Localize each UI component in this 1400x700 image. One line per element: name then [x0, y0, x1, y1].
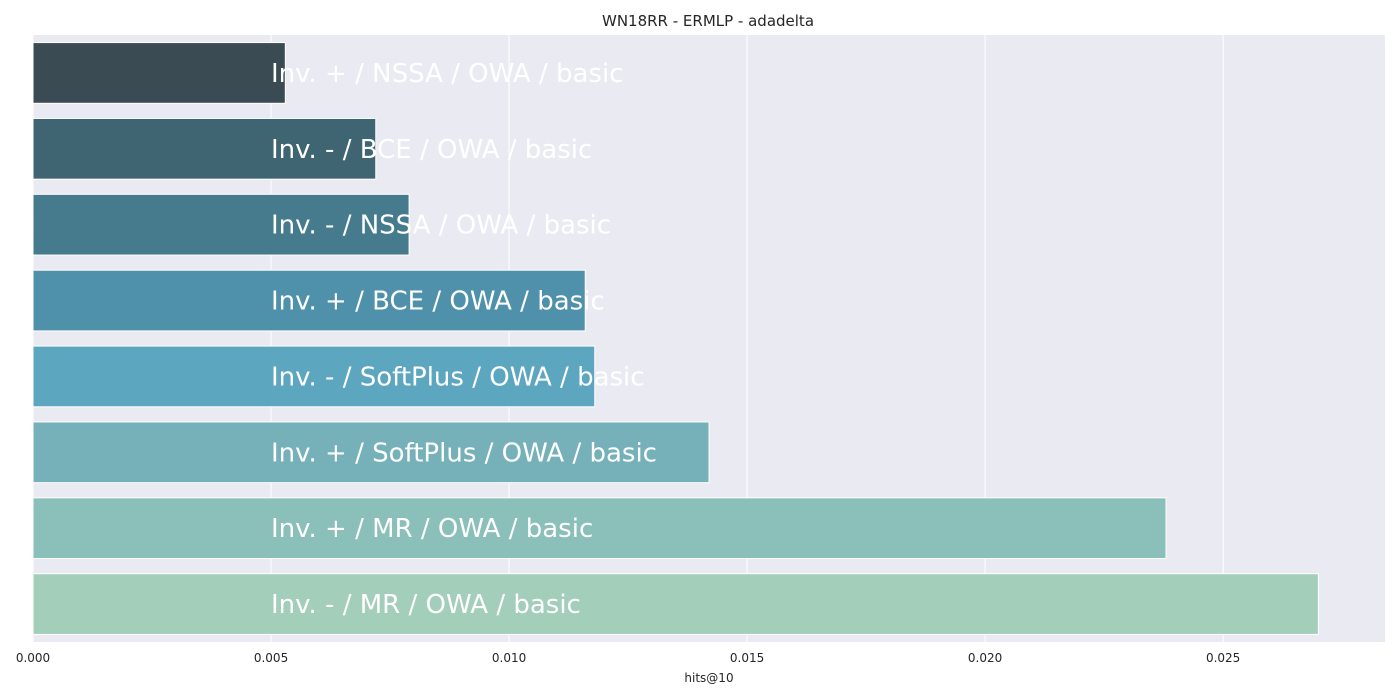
bar-label: Inv. + / BCE / OWA / basic: [271, 287, 605, 317]
bar-label: Inv. - / SoftPlus / OWA / basic: [271, 362, 645, 392]
bar-label: Inv. - / NSSA / OWA / basic: [271, 211, 611, 241]
x-tick-label: 0.020: [968, 651, 1002, 665]
x-tick-label: 0.010: [492, 651, 526, 665]
bar-label: Inv. - / MR / OWA / basic: [271, 590, 581, 620]
chart-title: WN18RR - ERMLP - adadelta: [602, 12, 814, 30]
x-tick-label: 0.000: [16, 651, 50, 665]
bar: [32, 117, 377, 180]
bar: [32, 345, 596, 408]
bar-label: Inv. + / NSSA / OWA / basic: [271, 59, 623, 89]
bar: [32, 42, 286, 104]
bars: [32, 42, 1319, 635]
x-tick-label: 0.015: [730, 651, 764, 665]
bar: [32, 421, 710, 484]
bar-labels: Inv. + / NSSA / OWA / basic Inv. - / BCE …: [271, 59, 657, 620]
x-tick-label: 0.005: [254, 651, 288, 665]
bar: [32, 573, 1319, 635]
bar: [32, 193, 410, 256]
x-axis-label: hits@10: [684, 671, 733, 685]
bar: [32, 269, 586, 332]
bar-label: Inv. - / BCE / OWA / basic: [271, 135, 592, 165]
x-tick-label: 0.025: [1206, 651, 1240, 665]
x-tick-labels: 0.000 0.005 0.010 0.015 0.020 0.025: [16, 651, 1241, 665]
bar-label: Inv. + / MR / OWA / basic: [271, 514, 593, 544]
bar: [32, 497, 1167, 560]
bar-label: Inv. + / SoftPlus / OWA / basic: [271, 438, 657, 468]
